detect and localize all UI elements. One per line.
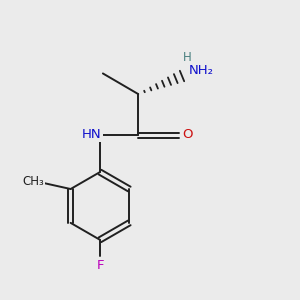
- Text: CH₃: CH₃: [22, 175, 44, 188]
- Text: H: H: [182, 51, 191, 64]
- Text: O: O: [182, 128, 193, 141]
- Text: F: F: [97, 259, 104, 272]
- Text: HN: HN: [82, 128, 101, 141]
- Text: NH₂: NH₂: [189, 64, 214, 77]
